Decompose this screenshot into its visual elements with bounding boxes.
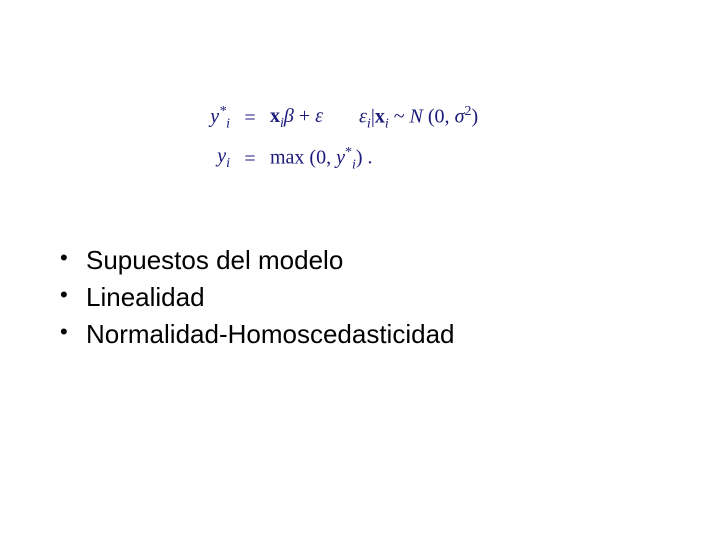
eq2-equals: = <box>230 149 270 169</box>
list-item-text: Supuestos del modelo <box>86 245 343 275</box>
eq2-lhs: yi <box>175 146 230 171</box>
list-item-text: Linealidad <box>86 282 205 312</box>
bullet-list: Supuestos del modelo Linealidad Normalid… <box>52 245 455 356</box>
eq1-rhs: xiβ + ε <box>270 106 323 131</box>
eq1-extra: εi|xi ~ N (0, σ2) <box>359 105 478 132</box>
equation-row-2: yi = max (0, y*i) . <box>175 146 575 173</box>
equation-block: y*i = xiβ + ε εi|xi ~ N (0, σ2) yi = max… <box>175 105 575 172</box>
eq1-lhs: y*i <box>175 105 230 132</box>
list-item: Linealidad <box>52 282 455 313</box>
equation-row-1: y*i = xiβ + ε εi|xi ~ N (0, σ2) <box>175 105 575 132</box>
slide: y*i = xiβ + ε εi|xi ~ N (0, σ2) yi = max… <box>0 0 720 540</box>
eq2-rhs: max (0, y*i) . <box>270 146 373 173</box>
list-item: Normalidad-Homoscedasticidad <box>52 319 455 350</box>
list-item-text: Normalidad-Homoscedasticidad <box>86 319 455 349</box>
eq1-equals: = <box>230 108 270 128</box>
list-item: Supuestos del modelo <box>52 245 455 276</box>
